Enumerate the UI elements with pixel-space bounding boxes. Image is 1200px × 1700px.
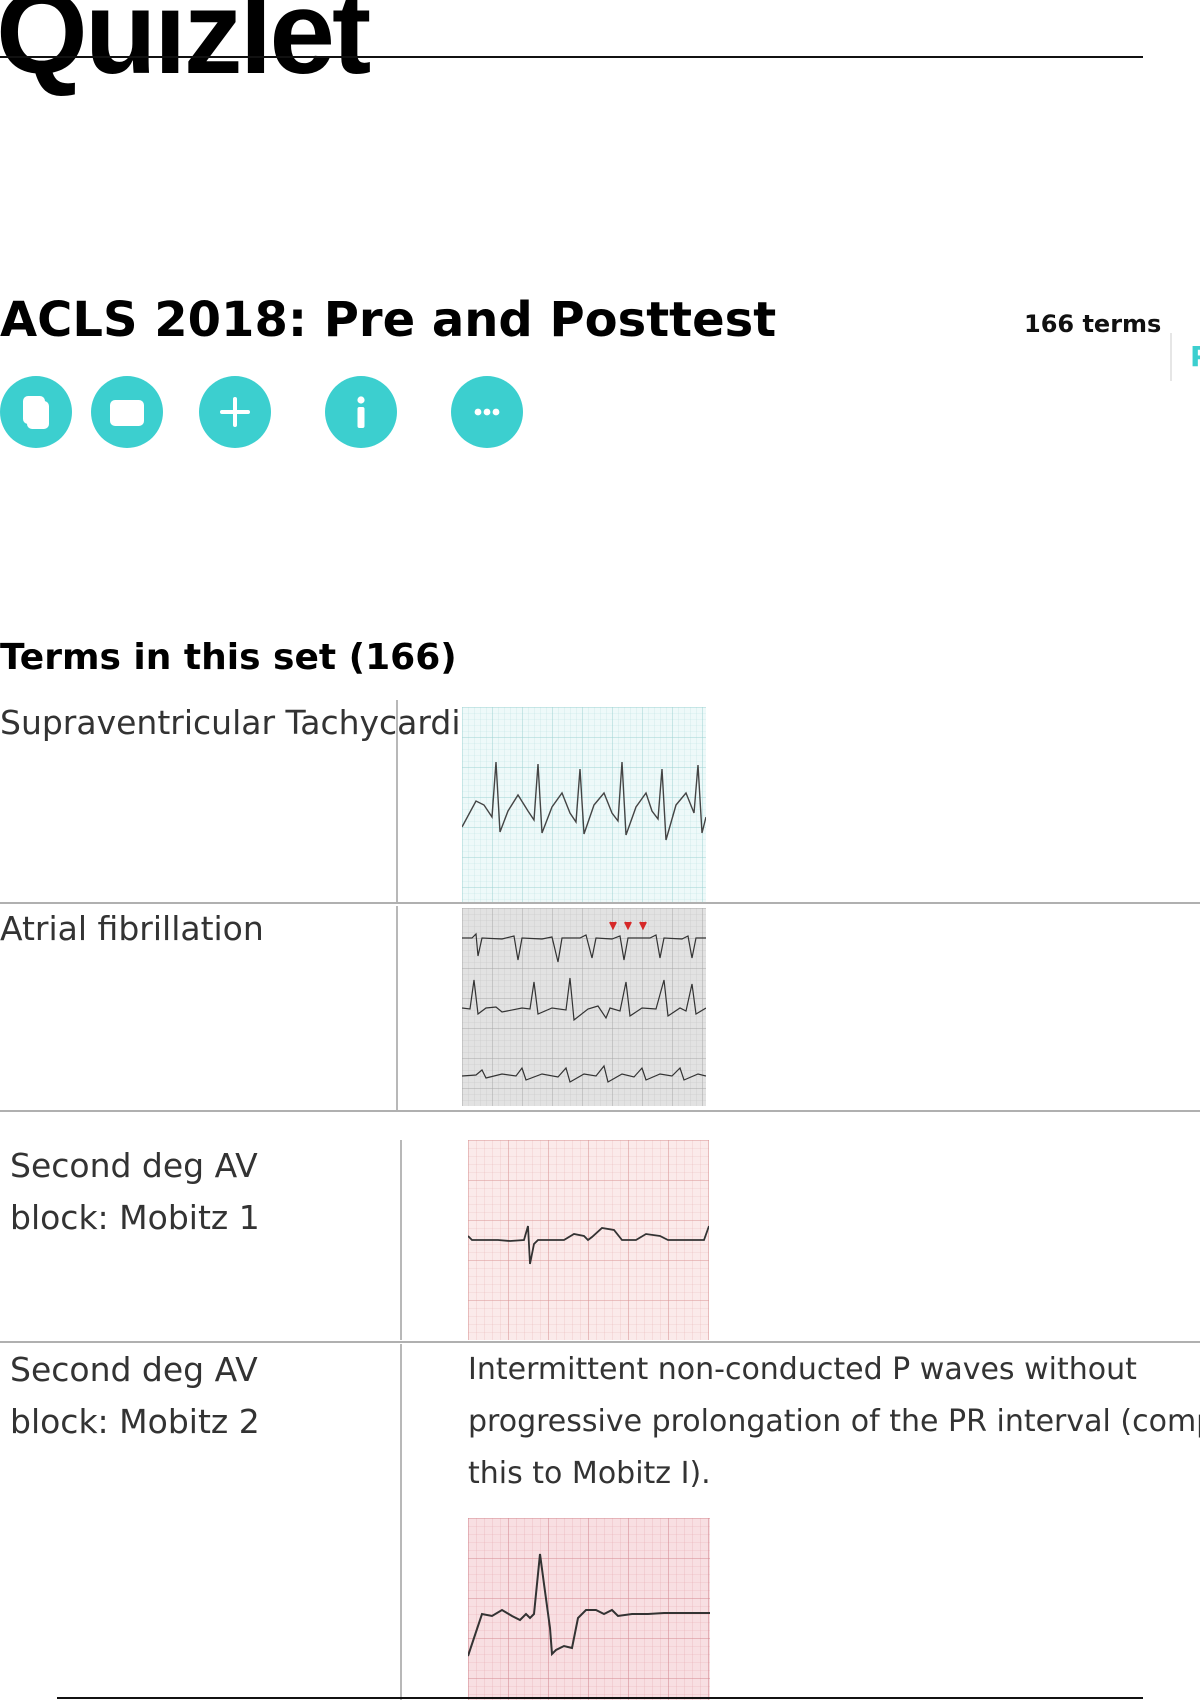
term-text: Second deg AV block: Mobitz 1 (10, 1146, 260, 1237)
folder-icon (110, 400, 144, 426)
column-divider (396, 906, 398, 1110)
header-divider (0, 56, 1143, 58)
side-panel-divider (1170, 333, 1172, 381)
ecg-mobitz1-strip-icon (468, 1140, 709, 1340)
info-button[interactable] (325, 376, 397, 448)
side-panel-link[interactable]: P (1190, 343, 1200, 371)
quizlet-logo[interactable]: Quizlet (0, 0, 371, 99)
row-divider (0, 1110, 1200, 1112)
column-divider (400, 1344, 402, 1700)
definition-line: this to Mobitz I). (468, 1456, 711, 1491)
copy-icon (23, 396, 49, 429)
column-divider (400, 1140, 402, 1340)
terms-heading: Terms in this set (166) (0, 637, 457, 678)
more-icon (474, 408, 500, 416)
definition-line: Intermittent non-conducted P waves witho… (468, 1352, 1137, 1387)
row-divider (0, 902, 1200, 904)
add-button[interactable] (199, 376, 271, 448)
copy-button[interactable] (0, 376, 72, 448)
term-text: Second deg AV block: Mobitz 2 (10, 1350, 260, 1441)
set-title: ACLS 2018: Pre and Posttest (0, 292, 777, 348)
term-text: Supraventricular Tachycardia (0, 703, 481, 742)
ecg-mobitz2-strip-icon (468, 1518, 710, 1700)
plus-icon (220, 397, 250, 427)
definition-line: progressive prolongation of the PR inter… (468, 1404, 1200, 1439)
folder-button[interactable] (91, 376, 163, 448)
term-count: 166 terms (1024, 310, 1162, 338)
info-icon (357, 396, 365, 428)
ecg-svt-strip-icon (462, 707, 706, 903)
row-divider (0, 1341, 1200, 1343)
column-divider (396, 700, 398, 902)
footer-divider (57, 1697, 1143, 1699)
term-text: Atrial fibrillation (0, 909, 264, 948)
ecg-afib-strip-icon (462, 908, 706, 1106)
more-button[interactable] (451, 376, 523, 448)
